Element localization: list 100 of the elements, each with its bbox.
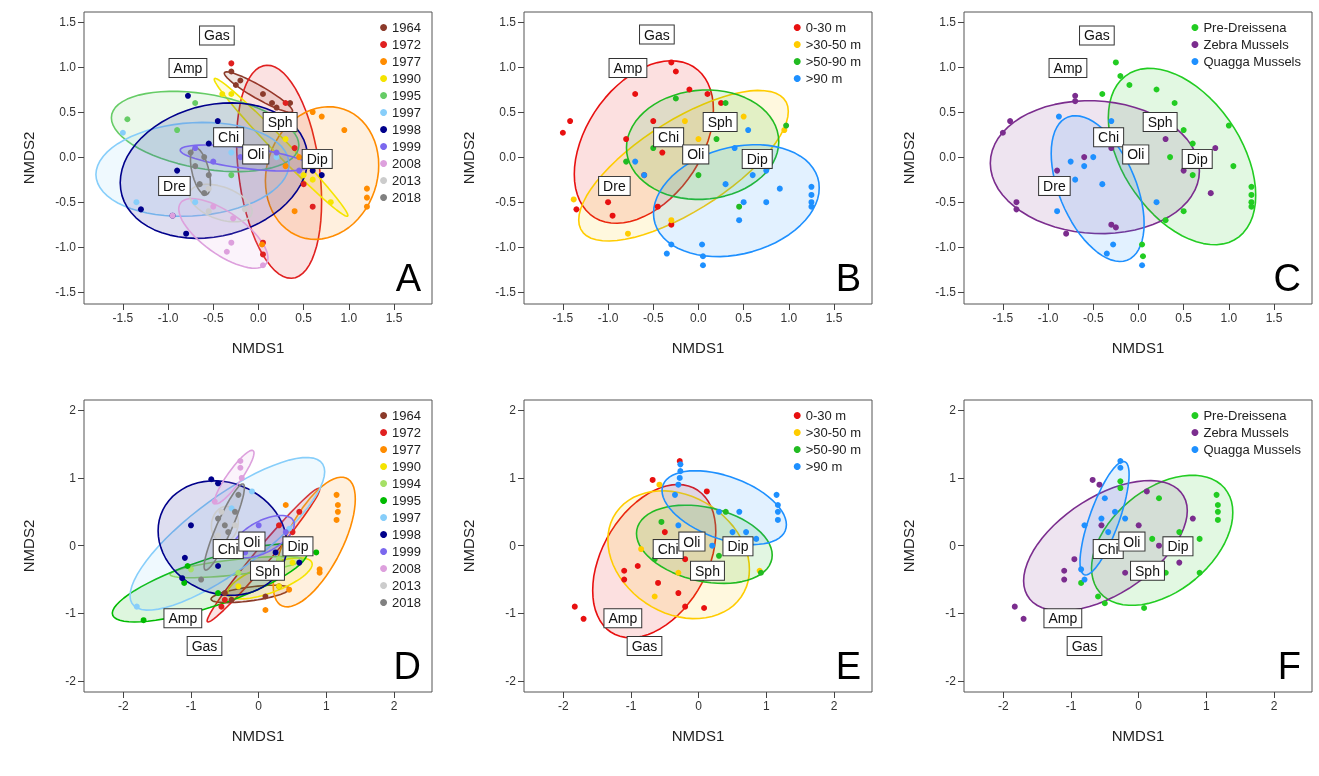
annotation: Gas (1071, 637, 1098, 654)
y-tick-label: 0.5 (939, 105, 957, 120)
y-tick-label: -1.0 (935, 240, 957, 255)
legend-label: 1972 (392, 37, 421, 52)
x-tick-label: 1.5 (385, 311, 403, 325)
y-tick-label: 0.0 (499, 150, 517, 165)
x-tick-label: 1.0 (340, 311, 358, 325)
legend-label: 1972 (392, 425, 421, 440)
x-tick-label: 0.0 (1130, 311, 1148, 325)
legend-label: 1999 (392, 544, 421, 559)
y-tick-label: -0.5 (55, 195, 77, 210)
legend-label: Pre-Dreissena (1203, 20, 1288, 35)
y-tick-label: -1.5 (495, 285, 517, 300)
annotation: Amp (168, 610, 198, 627)
y-tick-label: 0.5 (499, 105, 517, 120)
x-tick-label: -0.5 (1082, 311, 1104, 325)
legend-label: >50-90 m (805, 442, 862, 457)
y-tick-label: -2 (945, 674, 957, 689)
x-axis-title: NMDS1 (231, 727, 285, 744)
text: F (1277, 645, 1302, 687)
annotation: Sph (1147, 113, 1173, 130)
x-tick-label: 0.0 (250, 311, 268, 325)
annotation: Sph (707, 113, 733, 130)
legend-label: 2013 (392, 578, 421, 593)
annotation: Chi (218, 129, 240, 146)
y-tick-label: 0.0 (939, 150, 957, 165)
x-tick-label: -0.5 (642, 311, 664, 325)
annotation: Amp (173, 59, 203, 76)
legend-label: 1964 (392, 408, 421, 423)
legend-label: >30-50 m (805, 425, 862, 440)
legend-label: 1990 (392, 459, 421, 474)
legend-label: 1997 (392, 105, 421, 120)
annotation: Sph (267, 113, 293, 130)
legend-label: 1999 (392, 139, 421, 154)
annotation: Amp (1053, 59, 1083, 76)
annotation: Gas (644, 26, 670, 43)
annotation: Oli (243, 533, 261, 550)
annotation: Oli (247, 146, 265, 163)
y-tick-label: 0.0 (59, 150, 77, 165)
y-tick-label: -0.5 (935, 195, 957, 210)
x-tick-label: 0.0 (690, 311, 708, 325)
y-tick-label: 2 (949, 403, 957, 418)
annotation: Oli (683, 533, 701, 550)
y-tick-label: -1.5 (935, 285, 957, 300)
legend-label: >90 m (805, 459, 843, 474)
x-tick-label: -1.5 (112, 311, 134, 325)
annotation: Amp (608, 610, 638, 627)
annotation: Chi (217, 541, 239, 558)
legend-label: 1998 (392, 122, 421, 137)
y-tick-label: 1.5 (939, 14, 957, 29)
legend-label: Zebra Mussels (1203, 37, 1290, 52)
legend-label: 1964 (392, 20, 421, 35)
x-tick-label: -0.5 (202, 311, 224, 325)
x-tick-label: 1.5 (1265, 311, 1283, 325)
y-tick-label: -1.0 (495, 240, 517, 255)
annotation: Oli (1123, 533, 1141, 550)
legend-label: 1977 (392, 54, 421, 69)
x-axis-title: NMDS1 (231, 339, 285, 356)
y-tick-label: 1 (949, 470, 957, 485)
x-tick-label: -1.5 (992, 311, 1014, 325)
y-axis-title: NMDS2 (20, 519, 37, 573)
annotation: Dip (1167, 538, 1189, 555)
text: D (393, 645, 422, 687)
y-tick-label: 2 (509, 403, 517, 418)
y-tick-label: 1.5 (499, 14, 517, 29)
legend-label: >30-50 m (805, 37, 862, 52)
annotation: Dip (1186, 150, 1208, 167)
x-axis-title: NMDS1 (1111, 727, 1165, 744)
annotation: Chi (658, 129, 680, 146)
annotation: Amp (1048, 610, 1078, 627)
legend-label: Zebra Mussels (1203, 425, 1290, 440)
legend-label: 1977 (392, 442, 421, 457)
y-tick-label: 1.0 (499, 59, 517, 74)
x-tick-label: 0 (255, 699, 263, 713)
text: A (395, 257, 422, 299)
x-tick-label: 0 (695, 699, 703, 713)
annotation: Oli (687, 146, 705, 163)
x-tick-label: -1.0 (597, 311, 619, 325)
y-tick-label: -1 (65, 606, 77, 621)
y-tick-label: -2 (505, 674, 517, 689)
y-axis-title: NMDS2 (20, 131, 37, 185)
text: E (835, 645, 862, 687)
y-tick-label: 1.5 (59, 14, 77, 29)
y-tick-label: 1.0 (59, 59, 77, 74)
x-axis-title: NMDS1 (671, 727, 725, 744)
y-tick-label: 2 (69, 403, 77, 418)
y-tick-label: 1 (509, 470, 517, 485)
legend-label: 1994 (392, 476, 421, 491)
legend-label: 2013 (392, 173, 421, 188)
legend-label: 0-30 m (805, 408, 847, 423)
legend-label: 1995 (392, 88, 421, 103)
annotation: Oli (1127, 146, 1145, 163)
x-tick-label: 0.5 (735, 311, 753, 325)
y-tick-label: -1 (505, 606, 517, 621)
legend-label: Quagga Mussels (1203, 54, 1302, 69)
y-tick-label: 1.0 (939, 59, 957, 74)
y-tick-label: 0 (69, 538, 77, 553)
legend-label: 2018 (392, 190, 421, 205)
legend-label: 1998 (392, 527, 421, 542)
text: C (1273, 257, 1302, 299)
